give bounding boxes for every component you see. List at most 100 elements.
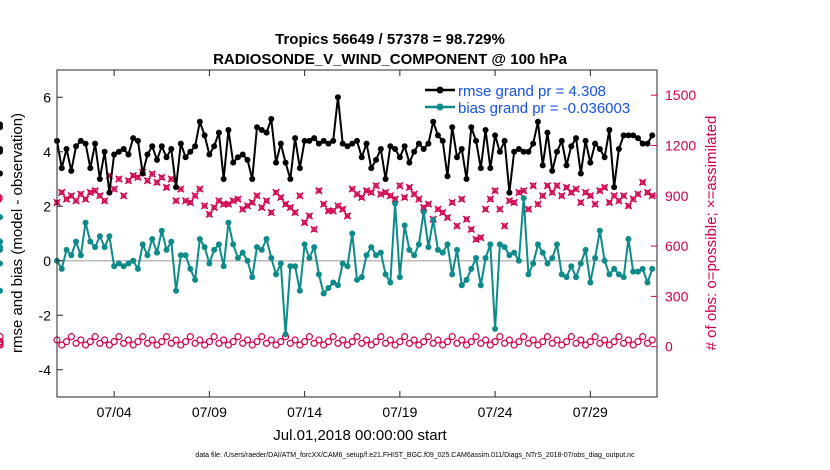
rmse-point [501,137,508,144]
x-axis-label: Jul.01,2018 00:00:00 start [273,427,447,444]
possible-obs-ring [144,177,151,184]
assimilated-obs-point [453,222,461,230]
assimilated-obs-stroke [262,197,271,205]
assimilated-obs-point [605,198,614,207]
assimilated-obs-stroke [58,188,66,197]
rmse-point [515,146,522,153]
rmse-point [492,132,499,139]
possible-obs-point [448,333,456,341]
assimilated-obs-stroke [381,188,390,197]
rmse-point [115,148,122,155]
possible-obs-point [610,338,618,346]
possible-obs-point [239,339,247,347]
possible-obs-point [143,339,152,347]
assimilated-obs-stroke [362,187,371,195]
assimilated-obs-stroke [100,197,109,205]
assimilated-obs-stroke [462,215,471,223]
rmse-point [630,132,637,139]
possible-obs-ring [359,194,365,201]
assimilated-obs-point [400,193,409,202]
assimilated-obs-point [572,185,580,193]
assimilated-obs-stroke [553,181,561,190]
bias-point [430,216,437,223]
rmse-point [554,148,560,155]
possible-obs-ring [249,199,255,206]
possible-obs-point [410,336,418,344]
possible-obs-point [639,333,647,341]
bias-point [120,263,127,270]
assimilated-obs-stroke [91,187,99,195]
rmse-point [439,137,446,144]
bias-point [506,252,513,259]
possible-obs-point [581,341,590,349]
assimilated-obs-point [167,175,176,183]
assimilated-obs-stroke [486,195,495,203]
rmse-point [258,126,265,133]
possible-obs-point [634,338,642,346]
bias-point [339,260,346,267]
assimilated-obs-stroke [415,195,423,203]
bias-point [73,238,80,245]
possible-obs-point [181,338,190,346]
possible-obs-ring [525,206,532,212]
possible-obs-point [477,339,485,347]
possible-obs-ring [73,198,79,204]
rmse-point [358,154,365,161]
assimilated-obs-stroke [619,192,628,200]
assimilated-obs-stroke [367,188,376,197]
assimilated-obs-point [391,195,399,203]
possible-obs-point [343,341,352,349]
rmse-point [334,94,341,101]
bias-point [596,227,603,234]
assimilated-obs-point [248,198,256,207]
bias-point [258,246,265,253]
assimilated-obs-stroke [443,213,452,222]
possible-obs-ring [497,206,503,212]
possible-obs-ring [0,196,3,202]
possible-obs-point [0,341,4,349]
rmse-point [506,189,513,196]
possible-obs-ring [149,171,155,177]
possible-obs-ring [449,199,455,206]
rmse-point [111,151,118,158]
assimilated-obs-point [158,173,166,182]
rmse-point [420,146,427,153]
rmse-point [282,159,289,166]
possible-obs-ring [635,191,641,197]
possible-obs-point [243,336,252,344]
assimilated-obs-stroke [405,183,414,192]
bias-point [406,246,413,253]
assimilated-obs-point [315,187,323,195]
possible-obs-point [534,341,542,349]
rmse-point [606,126,613,133]
bias-point [206,260,213,267]
possible-obs-point [162,333,171,341]
possible-obs-point [301,338,309,346]
assimilated-obs-stroke [372,181,380,190]
possible-obs-ring [463,216,470,222]
assimilated-obs-point [586,192,595,200]
bias-point [239,249,246,256]
assimilated-obs-stroke [358,193,366,202]
rmse-point [101,148,108,155]
assimilated-obs-point [619,192,628,200]
possible-obs-ring [211,204,217,211]
possible-obs-point [91,333,99,341]
possible-obs-point [310,339,318,347]
bias-point [577,260,584,267]
rmse-point [325,140,332,147]
y-tick-label: -4 [39,362,52,378]
rmse-point [182,154,189,161]
rmse-point [639,140,646,147]
rmse-point [530,140,537,147]
assimilated-obs-stroke [72,197,80,205]
possible-obs-ring [263,198,270,204]
possible-obs-point [286,339,294,347]
bias-point [168,238,175,245]
bias-point [558,271,565,278]
rmse-point [149,143,156,150]
bias-point [115,260,122,267]
bias-point [144,252,151,259]
assimilated-obs-point [100,197,109,205]
possible-obs-point [453,339,461,347]
